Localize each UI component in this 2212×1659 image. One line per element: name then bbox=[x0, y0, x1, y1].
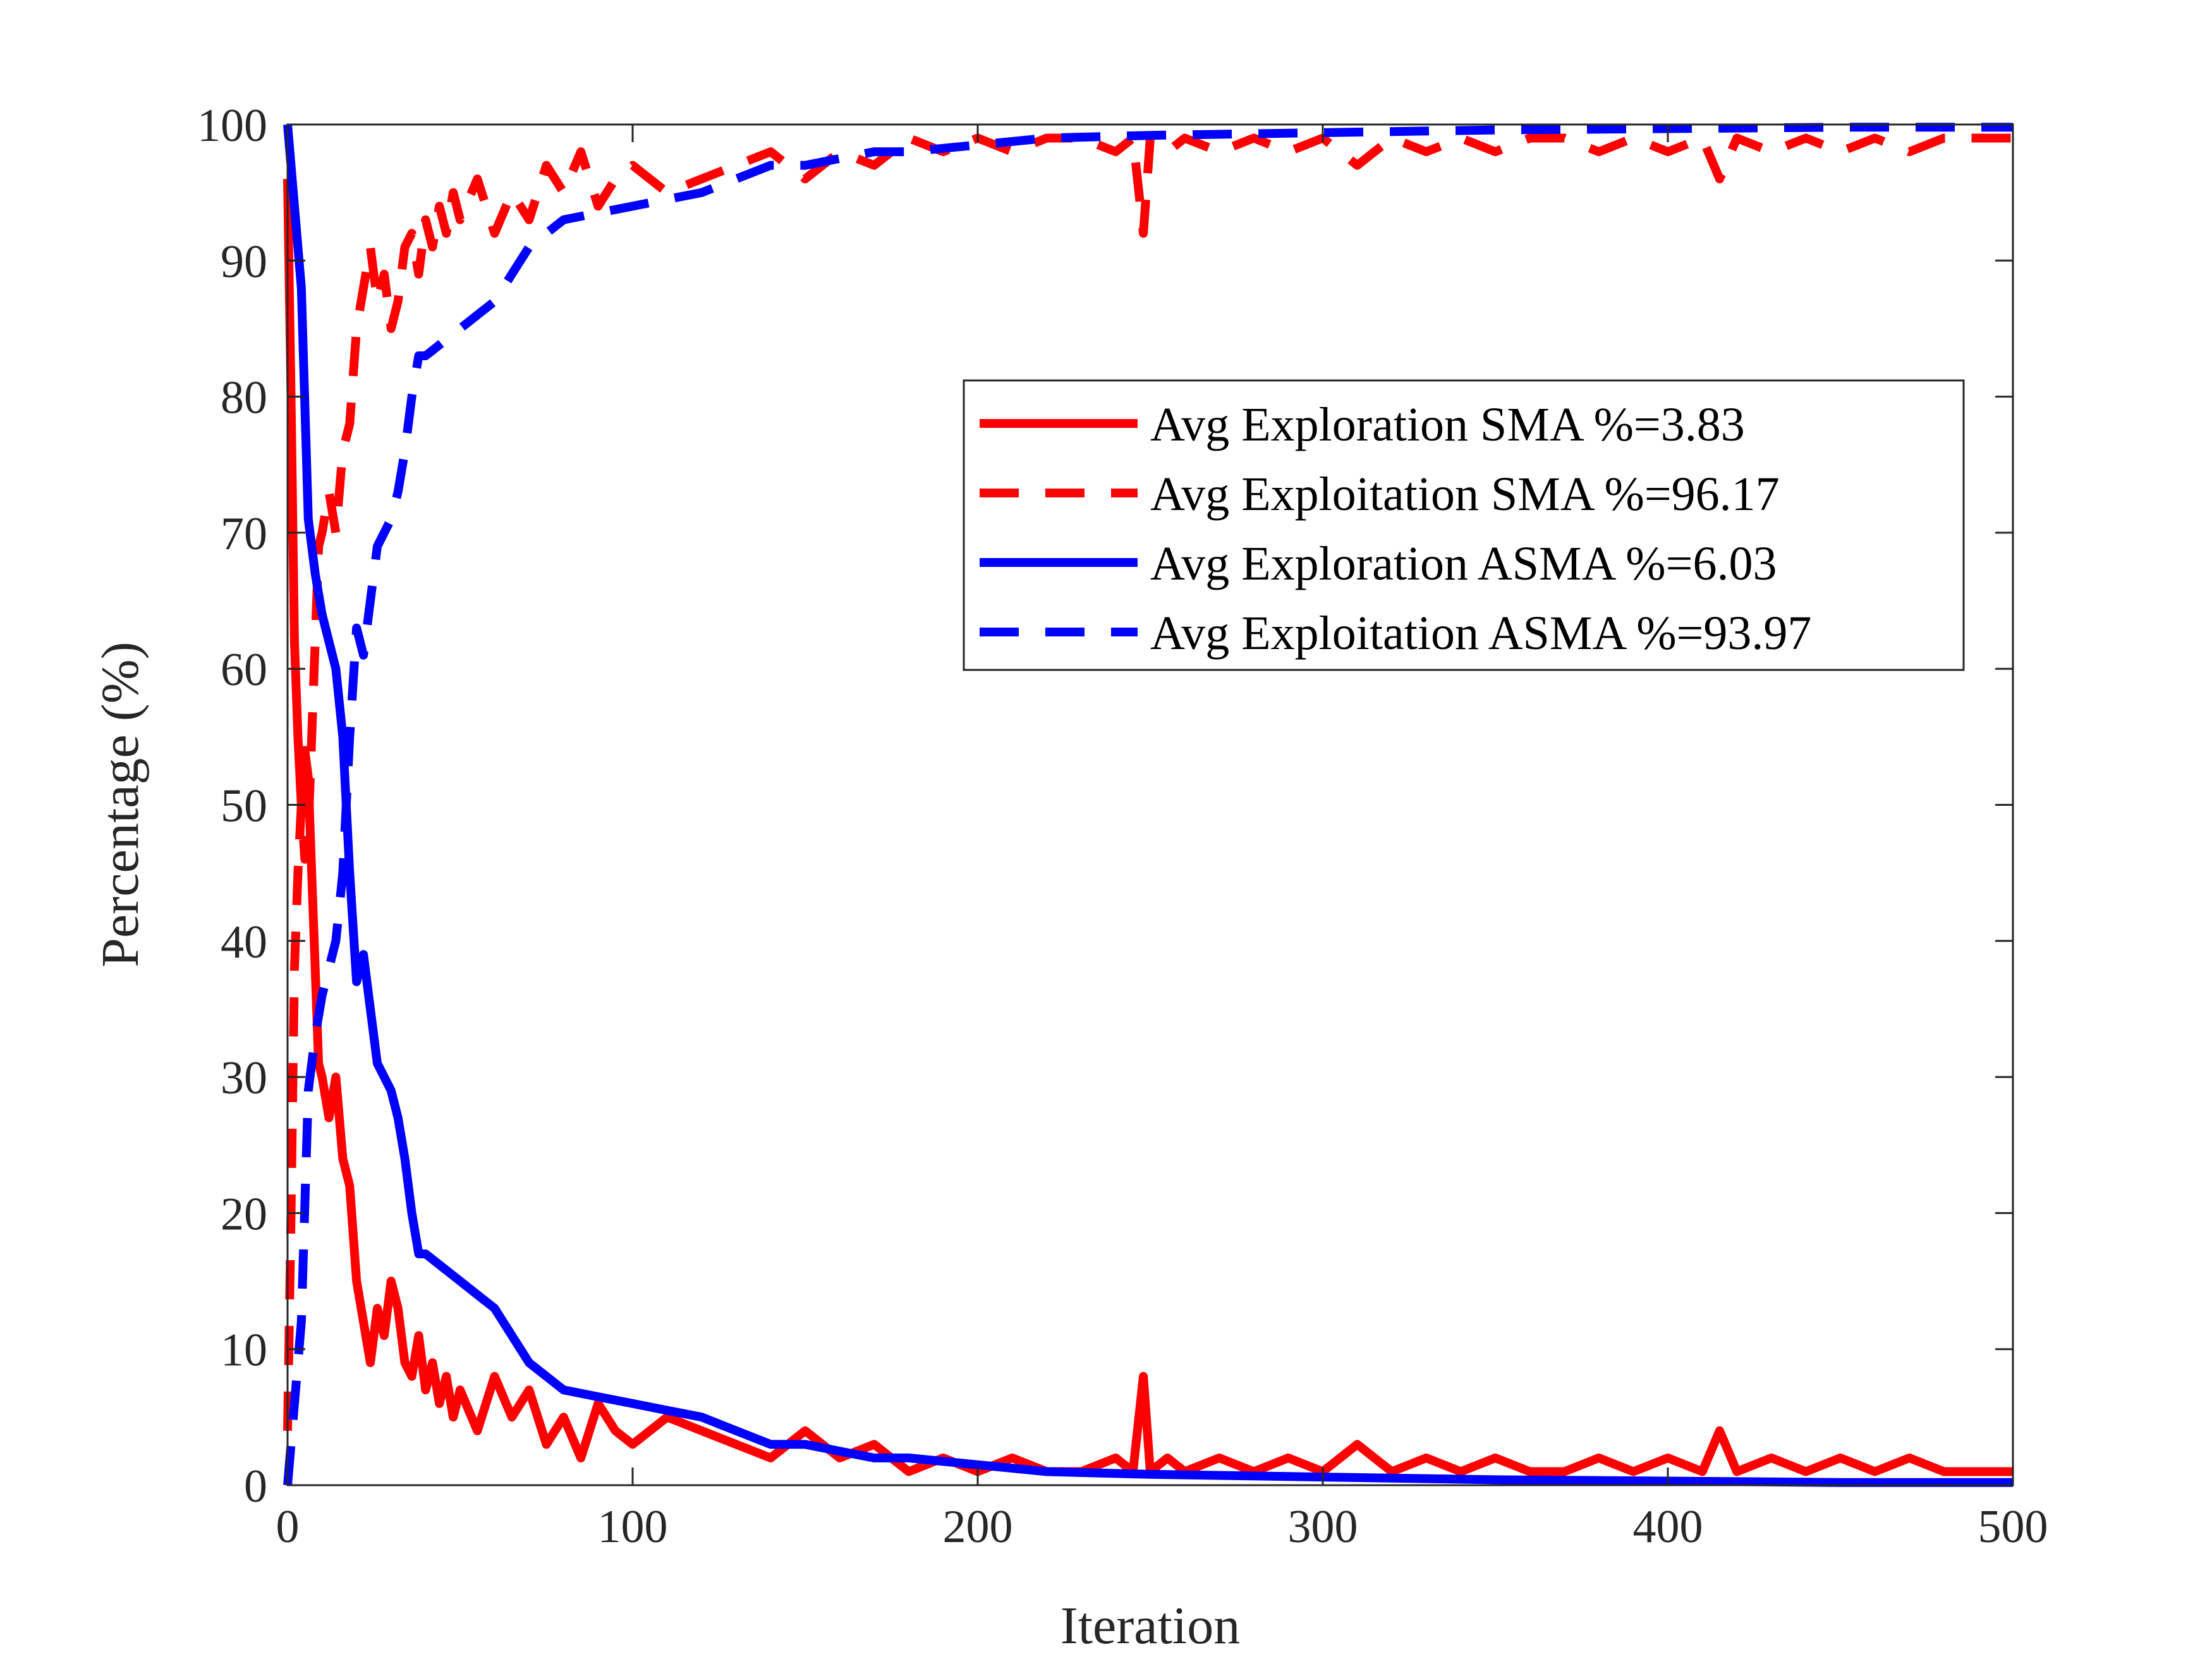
x-tick-label: 400 bbox=[1633, 1501, 1703, 1553]
x-tick-label: 0 bbox=[276, 1501, 300, 1553]
legend-label-exploration-asma: Avg Exploration ASMA %=6.03 bbox=[1150, 537, 1777, 590]
y-tick-label: 80 bbox=[221, 372, 267, 424]
y-tick-label: 70 bbox=[221, 508, 267, 560]
x-tick-label: 200 bbox=[943, 1501, 1013, 1553]
y-tick-label: 20 bbox=[221, 1188, 267, 1240]
x-tick-label: 300 bbox=[1288, 1501, 1358, 1553]
x-tick-label: 500 bbox=[1978, 1501, 2048, 1553]
series-line-1 bbox=[283, 133, 2013, 1431]
y-tick-label: 60 bbox=[221, 644, 267, 696]
y-tick-label: 30 bbox=[221, 1052, 267, 1104]
y-tick-label: 50 bbox=[221, 781, 267, 832]
y-tick-label: 40 bbox=[221, 916, 267, 968]
legend-label-exploration-sma: Avg Exploration SMA %=3.83 bbox=[1150, 398, 1745, 451]
series-line-3 bbox=[283, 123, 2013, 1486]
series-line-2 bbox=[283, 124, 2013, 1487]
tick-layer: 0 100 200 300 400 500 0 10 20 30 40 50 60 70 80 90 100 bbox=[197, 100, 2048, 1553]
x-axis-title: Iteration bbox=[1060, 1596, 1241, 1655]
y-tick-label: 10 bbox=[221, 1325, 267, 1376]
y-axis-title: Percentage (%) bbox=[91, 641, 150, 967]
y-tick-label: 0 bbox=[244, 1461, 267, 1512]
series-line-0 bbox=[283, 178, 2013, 1476]
legend-label-exploitation-sma: Avg Exploitation SMA %=96.17 bbox=[1150, 468, 1780, 521]
legend-box bbox=[963, 379, 1965, 671]
y-tick-label: 90 bbox=[221, 236, 267, 288]
x-tick-label: 100 bbox=[598, 1501, 668, 1553]
series-layer bbox=[283, 123, 2013, 1487]
legend-label-exploitation-asma: Avg Exploitation ASMA %=93.97 bbox=[1150, 607, 1811, 660]
y-tick-label: 100 bbox=[197, 100, 267, 152]
legend: Avg Exploration SMA %=3.83 Avg Exploitat… bbox=[963, 379, 1965, 671]
